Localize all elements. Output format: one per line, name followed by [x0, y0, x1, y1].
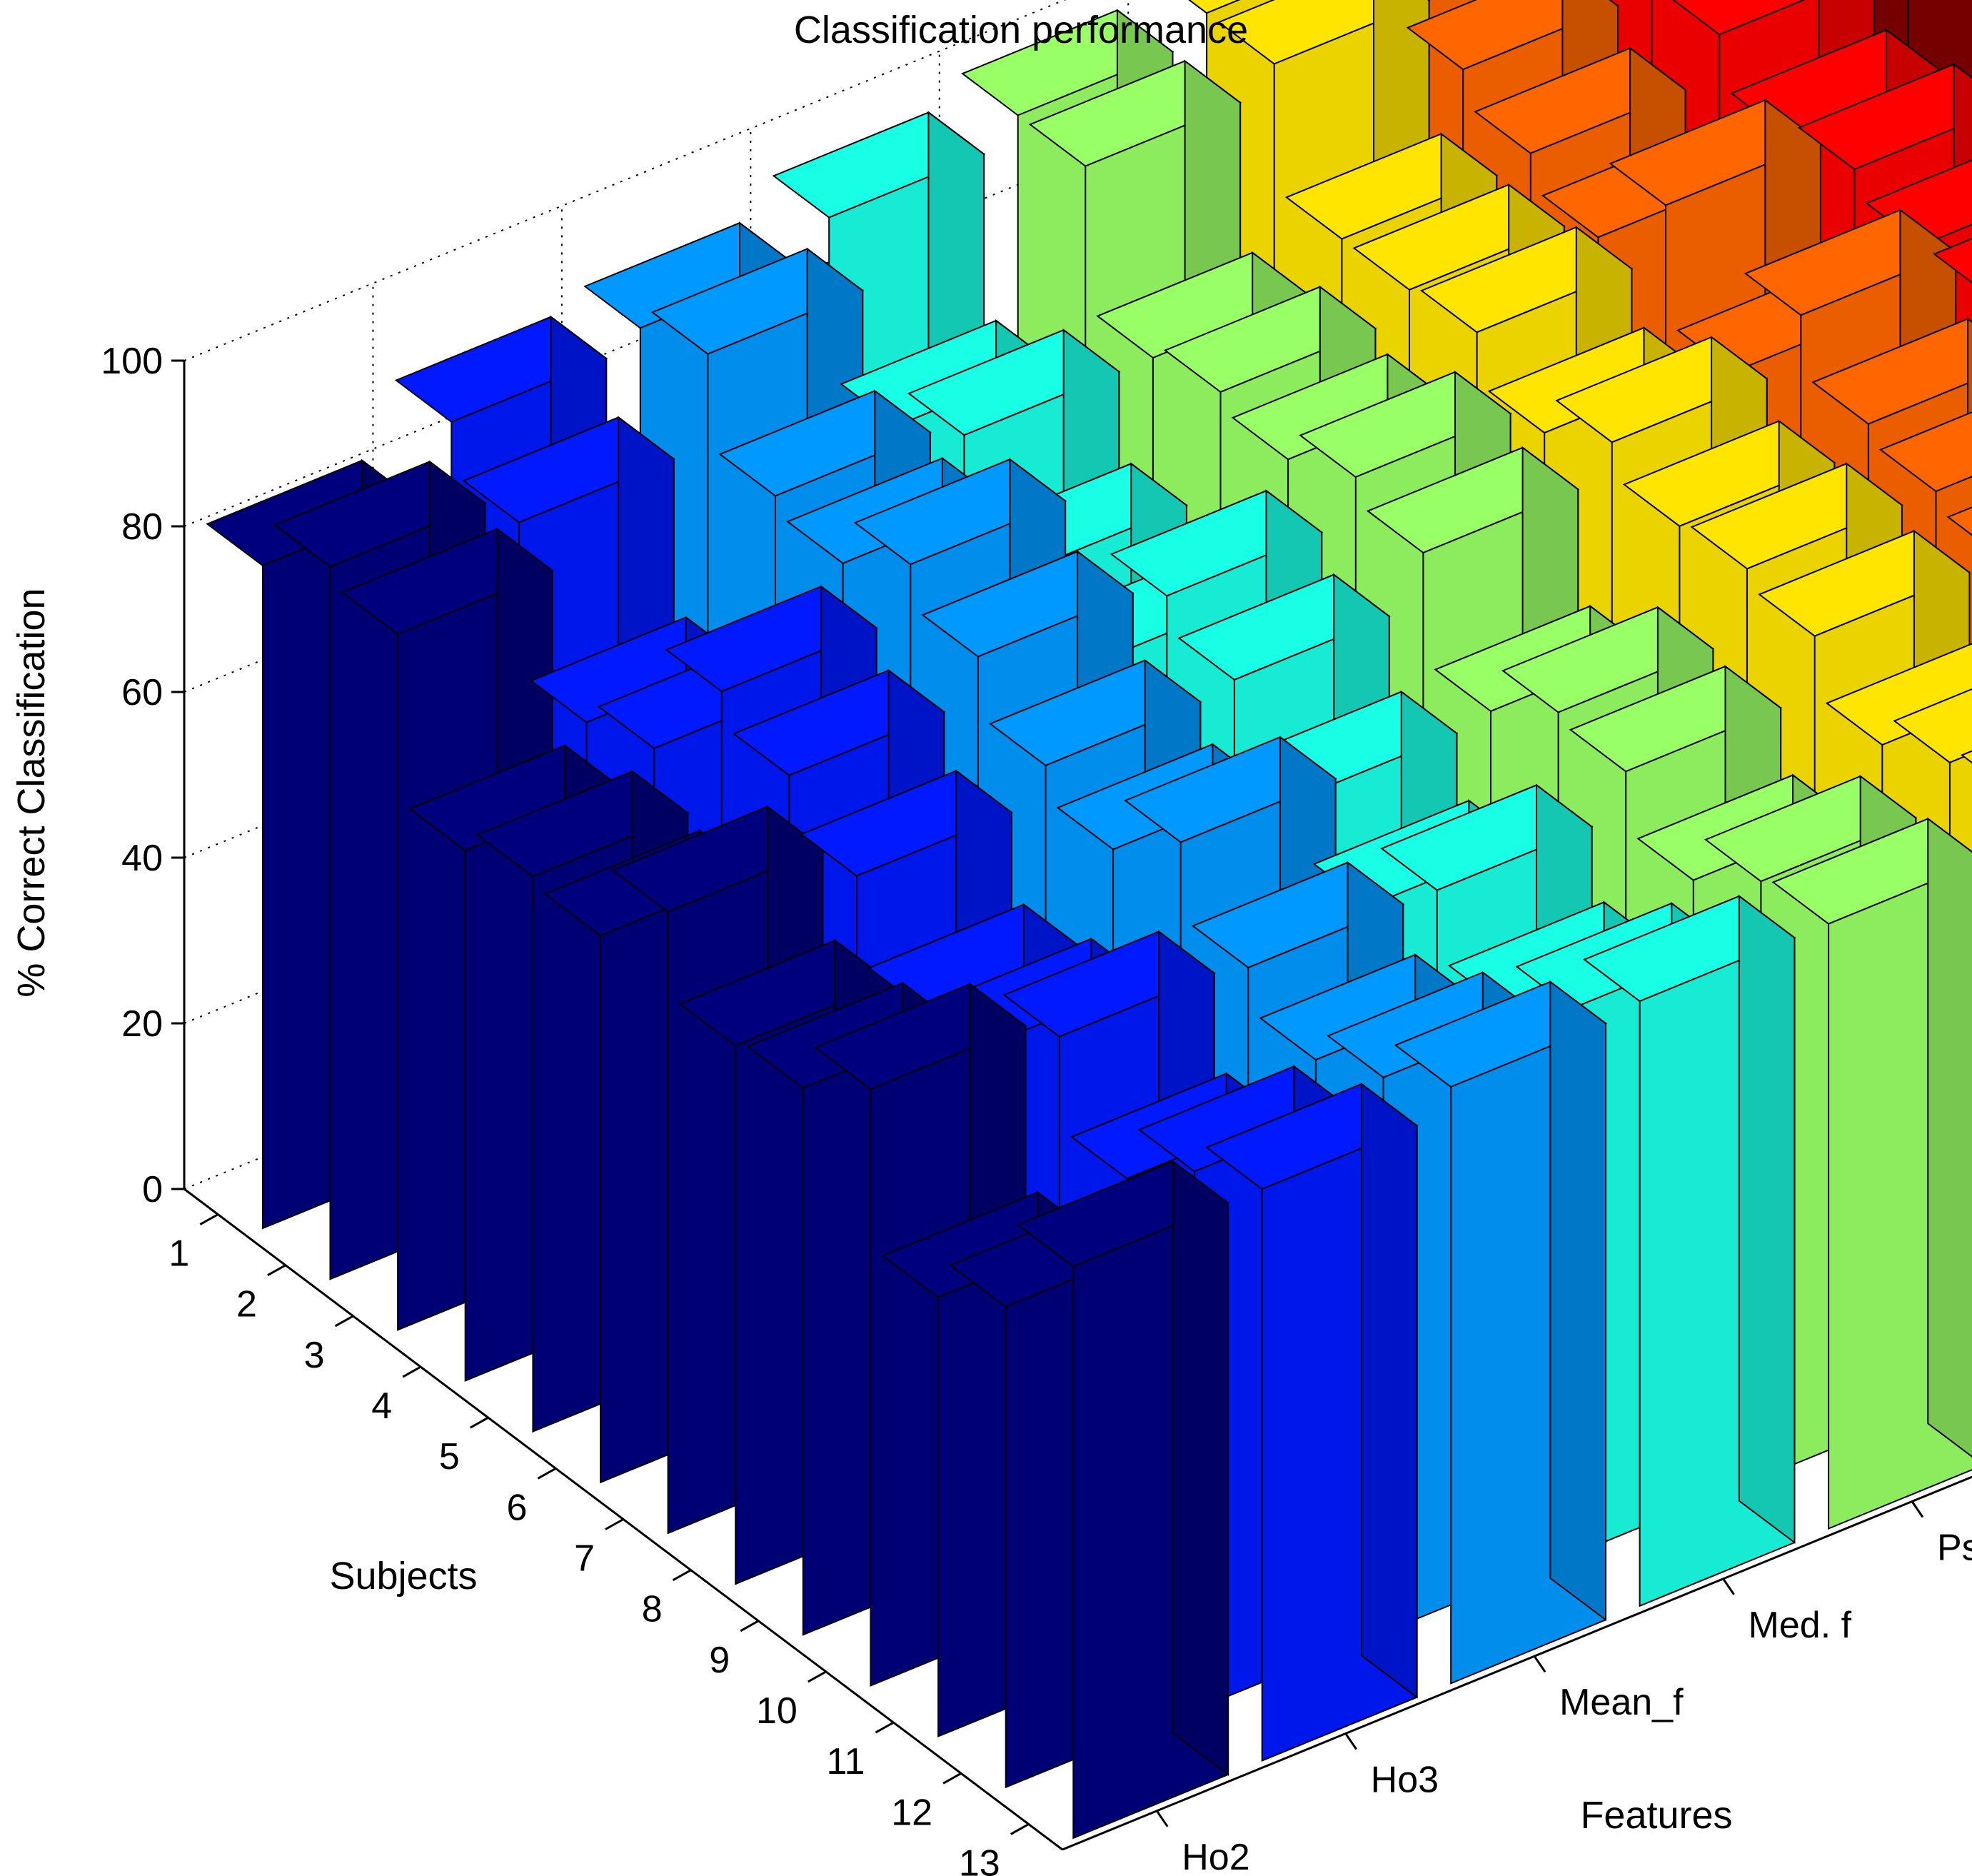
subject-tick	[199, 1213, 219, 1225]
feature-tick-label: Psd	[1937, 1528, 1972, 1569]
subject-tick-label: 3	[304, 1335, 325, 1376]
bar	[1933, 238, 1972, 284]
bar-top	[1960, 750, 1972, 764]
subject-tick-label: 4	[371, 1385, 392, 1427]
subject-tick	[267, 1264, 286, 1277]
z-tick-label: 100	[101, 341, 163, 382]
z-tick-label: 80	[121, 506, 163, 548]
bar-side	[1361, 1082, 1418, 1699]
bar-side	[1172, 1160, 1229, 1777]
y-axis-label: Subjects	[329, 1555, 477, 1597]
feature-tick-label: Med. f	[1749, 1605, 1852, 1646]
feature-tick-label: Mean_f	[1559, 1682, 1684, 1723]
bar-top	[1771, 818, 1972, 925]
subject-tick-label: 10	[756, 1690, 798, 1732]
bar	[1771, 817, 1972, 1530]
bar-side	[1738, 894, 1796, 1545]
bar-top	[1933, 238, 1972, 284]
bars	[206, 0, 1972, 1840]
axes	[171, 359, 1972, 1851]
bar	[1946, 506, 1972, 536]
chart-title: Classification performance	[794, 9, 1248, 51]
z-tick-label: 40	[121, 838, 163, 879]
bar-side	[1927, 817, 1972, 1458]
z-tick-label: 60	[121, 672, 163, 713]
feature-tick	[1155, 1810, 1169, 1827]
subject-tick	[537, 1468, 557, 1480]
subject-tick-label: 1	[168, 1233, 189, 1275]
bar-top	[1893, 688, 1972, 763]
subject-tick-label: 9	[709, 1640, 730, 1681]
bar-side	[1549, 980, 1606, 1622]
x-axis-label: Features	[1580, 1794, 1732, 1837]
subject-tick-label: 13	[959, 1842, 1000, 1876]
feature-tick	[1344, 1732, 1357, 1750]
subject-tick-label: 7	[574, 1538, 595, 1580]
subject-tick	[942, 1772, 962, 1785]
subject-tick-label: 5	[439, 1436, 460, 1478]
z-tick-label: 20	[121, 1003, 163, 1045]
subject-tick	[672, 1569, 692, 1581]
bar	[1205, 1082, 1419, 1762]
subject-tick	[1010, 1823, 1030, 1835]
bar	[1394, 980, 1608, 1685]
subject-tick-label: 8	[642, 1589, 663, 1630]
subject-tick	[334, 1315, 354, 1328]
feature-tick	[1911, 1500, 1924, 1518]
feature-tick-label: Ho3	[1371, 1760, 1439, 1801]
subject-tick	[808, 1670, 827, 1683]
subject-tick	[740, 1620, 759, 1632]
feature-tick	[1533, 1655, 1546, 1673]
bar-top	[1672, 0, 1806, 36]
bar-top	[1878, 411, 1972, 493]
feature-tick	[1722, 1577, 1735, 1595]
subject-tick-label: 2	[236, 1284, 257, 1325]
subject-tick-label: 11	[826, 1741, 865, 1782]
feature-tick-label: Ho2	[1182, 1837, 1249, 1876]
subject-tick-label: 12	[891, 1792, 932, 1833]
bar	[1016, 1160, 1230, 1840]
bar-top	[1797, 63, 1972, 171]
subject-tick	[605, 1518, 624, 1530]
z-axis-label: % Correct Classification	[10, 588, 53, 997]
subject-tick	[470, 1416, 489, 1429]
subject-tick	[875, 1721, 895, 1734]
bar	[1960, 750, 1972, 764]
subject-tick-label: 6	[506, 1487, 527, 1528]
bar	[1582, 894, 1796, 1607]
bar-top	[1946, 506, 1972, 536]
z-tick-label: 0	[142, 1169, 163, 1210]
subject-tick	[402, 1365, 421, 1378]
bar-top	[1188, 0, 1241, 14]
